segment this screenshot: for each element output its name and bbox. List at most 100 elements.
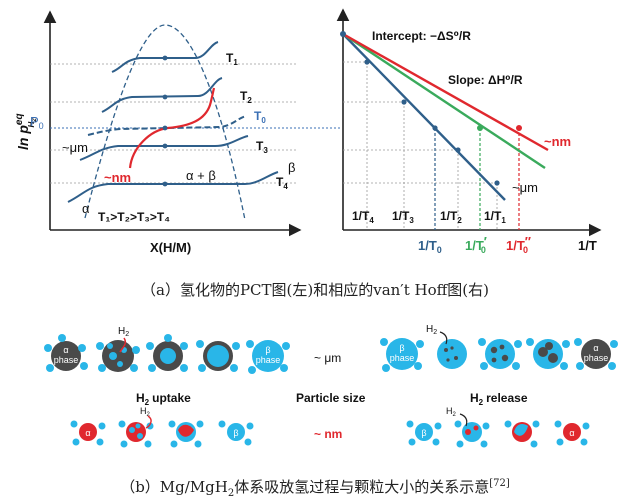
nm-release-h2-sub: 2 [453,412,457,418]
nm-alpha-1: α [70,420,106,446]
isotherm-t2 [101,77,223,113]
tick-t3-sub: 3 [409,216,414,225]
pct-y-label-sub: H [27,121,36,127]
isotherm-t1 [111,41,219,73]
temp-order: T₁>T₂>T₃>T₄ [98,210,170,224]
t0-sub: 0 [261,116,266,125]
um-release-particles: β phase H2 α [380,324,618,372]
t4-sub: 4 [283,182,288,191]
t3-main: T [256,139,264,153]
release-beta-b: phase [390,353,415,363]
h2-uptake-main: H [118,326,125,337]
pct-y-label-main: ln p [15,125,31,150]
vh-x-label: 1/T [578,238,597,253]
tick-t3-main: 1/T [392,209,410,223]
tick-t1: 1/T1 [484,209,506,225]
tick-t4-sub: 4 [369,216,374,225]
nm-uptake-2: H2 [118,406,154,448]
t0-tick-um-main: 1/T [418,238,437,253]
h2-uptake-label: H2 [118,326,129,338]
t0-label: T0 [254,109,266,125]
release-h: H [470,391,479,405]
nm-uptake-particles: α H2 β [70,406,254,448]
tick-t2: 1/T2 [440,209,462,225]
release-alpha-phase: α phase [574,338,618,370]
pct-y-label-sub2: 2 [32,118,38,123]
caption-a: （a）氢化物的PCT图(左)和相应的van′t Hoff图(右) [141,281,489,299]
release-alpha-a: α [593,343,598,353]
t2-label: T2 [240,89,252,105]
release-particle-2 [478,338,522,370]
beta-phase-a: β [265,345,270,355]
t0-tick-nm-mark: ″ [525,234,531,249]
isotherm-t4 [67,171,279,203]
h2-release-sub: 2 [433,329,437,336]
t2-main: T [240,89,248,103]
uptake-h-sub: 2 [145,398,150,407]
uptake-particle-2 [146,334,188,372]
release-beta-phase: β phase [380,338,424,372]
nm-beta-1: β [218,420,254,446]
nm-h2-main: H [140,406,147,416]
p0-label: P0 [30,114,44,131]
beta-phase-particle: β phase [246,340,290,374]
t0-tick-green-sub: 0 [481,245,486,255]
t4-main: T [276,175,284,189]
nm-uptake-3 [168,420,204,448]
particle-size-label: Particle size [296,391,366,405]
h2-uptake-sub: 2 [125,331,129,338]
tick-t1-sub: 1 [501,216,506,225]
t4-beta: β [288,160,295,175]
miscibility-dome [84,24,246,221]
vh-line-nm [342,32,549,152]
caption-b-post: 体系吸放氢过程与颗粒大小的关系示意 [234,478,490,496]
release-particle-3 [526,338,570,370]
release-word: release [486,391,528,405]
t0-tick-green: 1/T′ 0 [465,234,487,255]
pct-y-label: ln peq H2 [14,113,38,150]
nm-release-h2-label: H2 [446,406,457,418]
alpha-phase-b: phase [54,355,79,365]
isotherm-nm [128,87,216,169]
tick-t1-main: 1/T [484,209,502,223]
nm-alpha-1-label: α [85,428,90,438]
alpha-phase-particle: α phase [44,334,88,372]
nm-release-h2-main: H [446,406,453,416]
t0-tick-green-main: 1/T [465,238,484,253]
panel-b-um-label: ~ μm [314,351,341,365]
vh-um-label: ~μm [512,180,538,195]
pct-x-label: X(H/M) [150,240,191,255]
h2-release-label: H2 [426,324,437,336]
vh-nm-label: ~nm [544,134,571,149]
tick-t3: 1/T3 [392,209,414,225]
tick-t4: 1/T4 [352,209,374,225]
h2-uptake-title: H2 uptake [136,391,191,407]
nm-release-particles: β H2 α [406,406,590,448]
t4-label: T4 [276,175,288,191]
nm-h2-label: H2 [140,406,151,418]
t3-sub: 3 [263,146,268,155]
release-alpha-b: phase [584,353,609,363]
alpha-beta-label: α + β [186,168,216,183]
nm-beta-1-label: β [233,428,238,438]
t0-main: T [254,109,262,123]
alpha-label: α [82,201,90,216]
t0-tick-green-mark: ′ [484,234,487,249]
h2-release-title: H2 release [470,391,528,407]
caption-b-pre: （b）Mg/MgH [120,478,228,496]
nm-alpha-2: α [554,420,590,446]
release-beta-a: β [399,343,404,353]
slope-label: Slope: ΔH⁰/R [448,73,523,87]
t0-tick-nm: 1/T″ 0 [506,234,531,255]
caption-b-ref: [72] [489,478,510,489]
release-particle-1: H2 [426,324,467,369]
h2-release-main: H [426,324,433,335]
nm-release-3 [504,420,540,448]
nm-release-2: H2 [446,406,490,448]
p0-sub: 0 [39,121,44,131]
pct-um-label: ~μm [62,140,88,155]
tick-t2-sub: 2 [457,216,462,225]
t3-label: T3 [256,139,268,155]
nm-beta-2-label: β [421,428,426,438]
t0-tick-nm-sub: 0 [523,245,528,255]
